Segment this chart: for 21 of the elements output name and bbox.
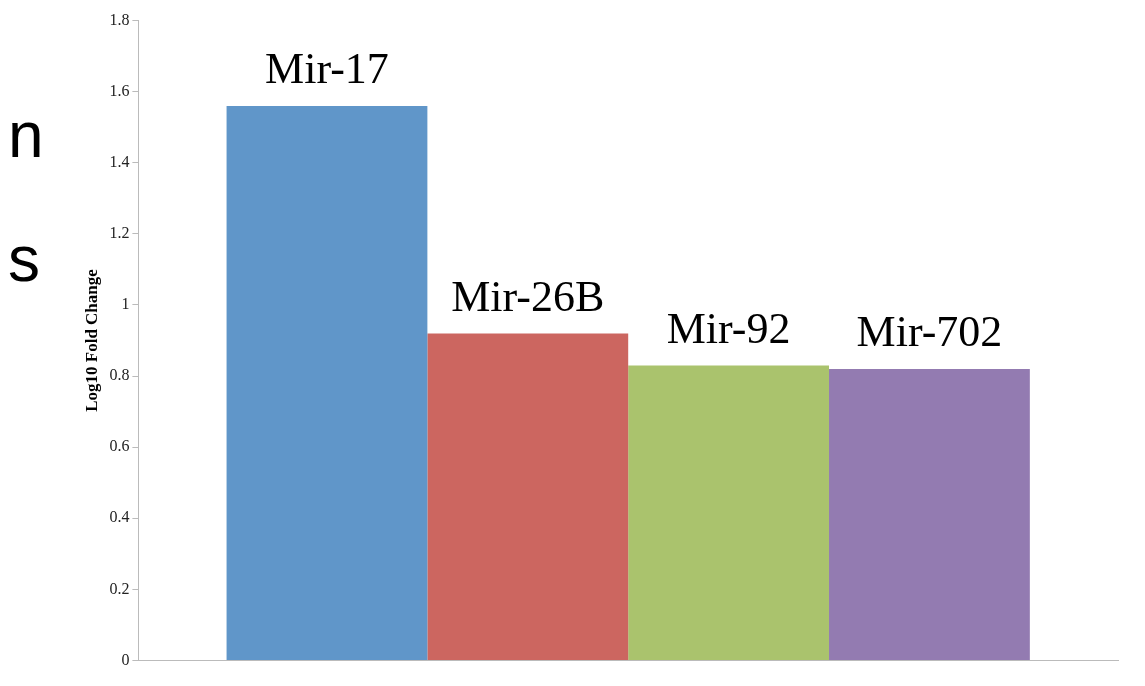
y-tick-label: 0.6 [109, 437, 130, 455]
y-axis-title: Log10 Fold Change [81, 268, 101, 412]
y-tick-label: 0 [121, 650, 130, 668]
text: n [8, 99, 45, 171]
y-tick-label: 1.2 [109, 224, 130, 242]
bar [226, 105, 428, 660]
bar [829, 368, 1030, 660]
bar [427, 333, 629, 660]
bar [628, 365, 830, 660]
series-label: Mir-702 [856, 307, 1003, 357]
y-tick-label: 1 [121, 295, 130, 313]
y-tick-label: 1.6 [109, 81, 130, 99]
text: s [8, 223, 41, 295]
y-tick-label: 1.8 [109, 10, 130, 28]
series-label: Mir-26B [451, 271, 605, 321]
y-tick-label: 0.2 [109, 579, 130, 597]
y-tick-label: 1.4 [109, 152, 130, 170]
series-label: Mir-17 [265, 44, 389, 94]
series-label: Mir-92 [666, 303, 791, 353]
y-tick-label: 0.8 [109, 366, 130, 384]
y-tick-label: 0.4 [109, 508, 130, 526]
